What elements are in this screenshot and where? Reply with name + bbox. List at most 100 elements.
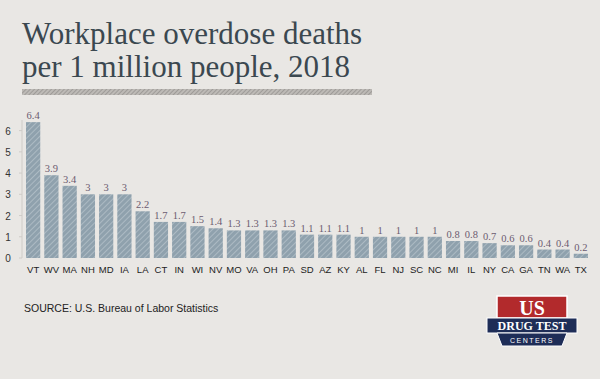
data-label: 0.2 [574,242,587,253]
bar [245,230,259,258]
data-label: 3 [104,182,109,193]
data-label: 3 [85,182,90,193]
x-tick-label: AL [356,264,368,275]
data-label: 1.7 [173,210,186,221]
y-tick-label: 5 [5,147,11,158]
x-tick-label: WV [44,264,60,275]
logo-text: DRUG TEST [498,319,567,333]
x-tick-label: FL [374,264,385,275]
y-tick-label: 6 [5,126,11,137]
x-tick-label: NC [428,264,442,275]
data-label: 1.1 [300,223,313,234]
y-tick [19,130,22,131]
background [0,0,600,379]
x-tick-label: OH [263,264,277,275]
data-label: 0.8 [447,229,460,240]
bar [501,245,515,258]
logo-text: US [519,297,545,319]
x-tick-label: WA [555,264,571,275]
title-line: Workplace overdose deaths [22,16,362,51]
bar [44,175,58,258]
data-label: 1 [396,225,401,236]
x-tick-label: PA [283,264,296,275]
x-tick-label: TX [575,264,588,275]
y-tick [19,194,22,195]
y-tick [19,258,22,259]
source-note: SOURCE: U.S. Bureau of Labor Statistics [24,302,218,314]
logo-shield [497,296,567,318]
bar [172,222,186,258]
bar [391,237,405,258]
bar [537,250,551,258]
bar [555,250,569,258]
x-tick-label: IN [174,264,184,275]
data-label: 0.6 [501,233,514,244]
y-tick-label: 2 [5,211,11,222]
x-tick-label: NV [209,264,223,275]
y-axis-line [22,120,23,258]
x-tick-label: VT [27,264,39,275]
y-tick-label: 0 [5,253,11,264]
data-label: 1 [414,225,419,236]
bar [26,122,40,258]
data-label: 2.2 [136,199,149,210]
data-label: 1.4 [209,216,223,227]
title-line: per 1 million people, 2018 [22,49,350,84]
data-label: 3.4 [63,174,77,185]
data-label: 0.8 [465,229,478,240]
bar [263,230,277,258]
x-tick-label: TN [538,264,551,275]
data-label: 1.3 [227,218,240,229]
y-tick [19,215,22,216]
x-tick-label: CT [155,264,168,275]
logo-band [487,318,577,333]
bar [209,228,223,258]
bar [318,235,332,258]
data-label: 1 [359,225,364,236]
chart-root: Workplace overdose deathsper 1 million p… [0,0,600,379]
data-label: 1.7 [154,210,167,221]
data-label: 1.3 [282,218,295,229]
x-tick-label: MA [63,264,78,275]
data-label: 1 [432,225,437,236]
x-tick-label: WI [192,264,204,275]
bar [355,237,369,258]
data-label: 3.9 [45,163,58,174]
data-label: 1 [377,225,382,236]
x-tick-label: CA [501,264,515,275]
chart-title: Workplace overdose deathsper 1 million p… [22,16,362,84]
data-label: 1.3 [264,218,277,229]
bar [99,194,113,258]
logo-text: CENTERS [510,337,554,344]
data-label: 1.1 [319,223,332,234]
bar [227,230,241,258]
x-tick-label: MI [448,264,459,275]
bar [464,241,478,258]
data-label: 0.6 [520,233,533,244]
bar [482,243,496,258]
x-tick-label: IA [120,264,130,275]
bars [26,122,588,258]
x-tick-label: GA [519,264,533,275]
y-tick [19,151,22,152]
y-tick-label: 3 [5,189,11,200]
y-tick-label: 1 [5,232,11,243]
data-label: 0.4 [538,238,552,249]
bar [336,235,350,258]
x-tick-label: MO [226,264,241,275]
bar [117,194,131,258]
title-underline [22,89,372,95]
data-label: 0.4 [556,238,570,249]
data-label: 1.1 [337,223,350,234]
x-tick-label: NH [81,264,95,275]
bar [190,226,204,258]
data-label: 0.7 [483,231,496,242]
y-tick [19,236,22,237]
bar [136,211,150,258]
x-tick-label: SD [300,264,313,275]
x-tick-label: IL [467,264,475,275]
logo: USDRUG TEST CENTERS [487,296,577,346]
data-label: 3 [122,182,127,193]
bar [428,237,442,258]
data-label: 1.5 [191,214,204,225]
